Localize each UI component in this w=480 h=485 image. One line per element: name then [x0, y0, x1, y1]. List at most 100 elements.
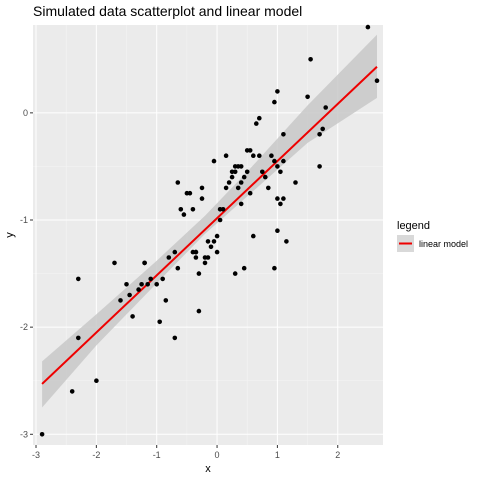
- data-point: [263, 174, 268, 180]
- data-point: [193, 249, 199, 255]
- confidence-band-layer: [42, 34, 377, 408]
- data-point: [226, 180, 232, 185]
- legend: legend linear model: [397, 220, 468, 252]
- data-point: [257, 153, 262, 158]
- data-point: [241, 265, 247, 271]
- data-point: [220, 207, 226, 212]
- data-point: [229, 174, 235, 180]
- data-point: [160, 276, 165, 282]
- fit-line-layer: [41, 66, 378, 385]
- x-tick-label: -1: [153, 450, 161, 460]
- y-tick-label: 0: [23, 108, 28, 118]
- data-point: [178, 207, 184, 212]
- data-point: [205, 239, 211, 244]
- data-point: [257, 115, 262, 121]
- y-tick-label: -3: [20, 429, 28, 439]
- data-point: [157, 319, 162, 325]
- data-point: [241, 174, 247, 180]
- data-point: [247, 190, 253, 196]
- y-tick-label: -1: [20, 215, 28, 225]
- data-point: [323, 105, 329, 110]
- y-tick-label: -2: [20, 322, 28, 332]
- data-point: [205, 255, 211, 260]
- data-point: [232, 271, 238, 276]
- data-point: [214, 249, 220, 255]
- data-point: [193, 255, 199, 260]
- data-point: [211, 158, 217, 164]
- data-point: [148, 276, 153, 282]
- data-point: [281, 196, 286, 201]
- data-point: [275, 228, 280, 233]
- data-point: [278, 169, 283, 175]
- data-point: [175, 265, 181, 271]
- data-point: [272, 99, 277, 105]
- data-point: [154, 282, 159, 287]
- axes: -3 -2 -1 0 1 2 -3 -2 -1 0: [20, 108, 340, 460]
- data-point: [275, 196, 280, 201]
- data-point: [251, 233, 256, 239]
- data-point: [124, 282, 129, 287]
- data-point: [251, 153, 256, 158]
- x-tick-label: 2: [335, 450, 340, 460]
- data-point: [281, 132, 286, 137]
- data-point: [317, 132, 322, 137]
- data-point: [275, 89, 280, 94]
- data-point: [308, 57, 313, 62]
- legend-title: legend: [397, 220, 430, 232]
- data-point: [247, 148, 253, 153]
- fit-line: [41, 66, 378, 385]
- data-point: [223, 185, 229, 191]
- points-layer: [39, 24, 380, 437]
- data-point: [217, 217, 223, 223]
- data-point: [275, 164, 280, 169]
- data-point: [269, 153, 274, 158]
- data-point: [202, 260, 208, 266]
- legend-entry-linear-model: linear model: [419, 239, 468, 249]
- y-axis-label: y: [4, 232, 16, 238]
- x-tick-label: -3: [32, 450, 40, 460]
- data-point: [190, 207, 196, 212]
- data-point: [130, 314, 135, 319]
- data-point: [127, 292, 132, 298]
- data-point: [266, 185, 271, 191]
- confidence-band: [42, 34, 377, 408]
- x-tick-label: 1: [275, 450, 280, 460]
- data-point: [223, 153, 229, 158]
- data-point: [181, 212, 187, 217]
- x-tick-label: -2: [92, 450, 100, 460]
- data-point: [374, 78, 380, 83]
- data-point: [139, 282, 144, 287]
- data-point: [238, 180, 244, 185]
- data-point: [214, 233, 220, 239]
- data-point: [284, 239, 289, 244]
- data-point: [320, 126, 326, 132]
- data-point: [305, 94, 310, 100]
- data-point: [196, 308, 202, 314]
- data-point: [199, 185, 205, 191]
- chart-title: Simulated data scatterplot and linear mo…: [33, 3, 302, 19]
- x-axis-label: x: [205, 463, 211, 475]
- data-point: [175, 180, 181, 185]
- data-point: [172, 249, 178, 255]
- data-point: [142, 260, 147, 266]
- data-point: [208, 244, 214, 250]
- data-point: [145, 282, 150, 287]
- data-point: [260, 169, 265, 175]
- data-point: [172, 335, 178, 341]
- x-tick-label: 0: [215, 450, 220, 460]
- data-point: [76, 276, 81, 282]
- data-point: [281, 158, 286, 164]
- data-point: [196, 271, 202, 276]
- data-point: [94, 378, 99, 384]
- data-point: [163, 298, 169, 303]
- data-point: [238, 201, 244, 207]
- data-point: [211, 239, 217, 244]
- data-point: [112, 260, 117, 266]
- data-point: [39, 432, 45, 437]
- data-point: [317, 164, 322, 169]
- data-point: [187, 190, 193, 196]
- data-point: [293, 180, 298, 185]
- data-point: [278, 201, 283, 207]
